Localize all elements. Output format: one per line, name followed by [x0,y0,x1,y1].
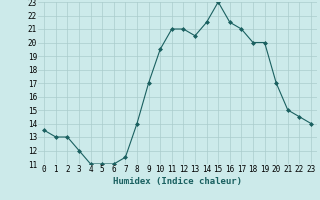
X-axis label: Humidex (Indice chaleur): Humidex (Indice chaleur) [113,177,242,186]
